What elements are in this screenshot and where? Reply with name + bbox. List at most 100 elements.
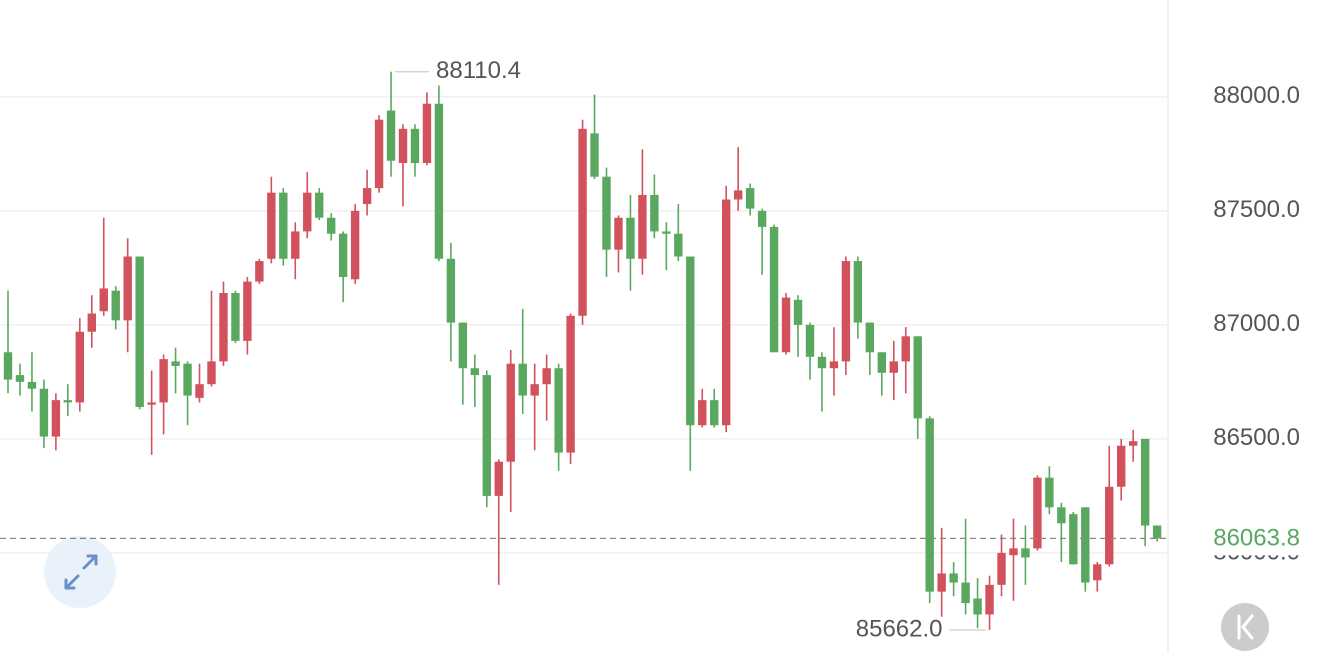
- candle-body: [147, 402, 156, 405]
- kline-button[interactable]: [1221, 603, 1269, 651]
- candle-body: [865, 322, 875, 353]
- candle-body: [291, 231, 300, 259]
- candle-body: [853, 261, 863, 323]
- expand-button[interactable]: [44, 536, 116, 608]
- candle-body: [422, 103, 432, 164]
- candle-body: [231, 292, 240, 341]
- candle-body: [255, 261, 264, 282]
- candle-body: [183, 363, 192, 396]
- candle-body: [973, 598, 982, 615]
- candle-body: [386, 110, 396, 161]
- candle-body: [578, 128, 587, 316]
- y-tick-label: 87500.0: [1213, 196, 1300, 223]
- candle-body: [913, 336, 922, 419]
- candle-body: [1009, 548, 1018, 556]
- y-tick-label: 88000.0: [1213, 82, 1300, 109]
- candle-body: [590, 133, 599, 177]
- kline-circle[interactable]: [1221, 603, 1269, 651]
- candle-body: [243, 281, 252, 341]
- max-label: 88110.4: [436, 57, 521, 84]
- candle-body: [51, 400, 61, 437]
- candle-body: [338, 233, 348, 278]
- candle-body: [1105, 486, 1114, 565]
- candle-body: [1021, 548, 1030, 558]
- candle-body: [99, 288, 108, 312]
- candle-body: [494, 461, 503, 496]
- candle-body: [398, 128, 408, 164]
- candle-body: [362, 188, 372, 205]
- candle-body: [925, 418, 934, 592]
- candle-body: [841, 261, 851, 362]
- candle-body: [75, 331, 85, 403]
- candle-body: [602, 176, 611, 250]
- candle-body: [1081, 507, 1090, 583]
- candle-body: [3, 352, 13, 380]
- candle-body: [63, 400, 73, 403]
- candle-body: [159, 359, 168, 403]
- candle-body: [961, 582, 970, 604]
- candle-body: [781, 297, 791, 353]
- candle-body: [793, 299, 803, 325]
- min-label: 85662.0: [856, 615, 943, 642]
- candle-body: [87, 313, 96, 332]
- candle-body: [15, 375, 25, 382]
- candle-body: [111, 290, 120, 321]
- candle-body: [267, 192, 276, 259]
- candle-body: [650, 194, 659, 232]
- candle-body: [805, 324, 815, 357]
- candle-body: [39, 388, 49, 437]
- candle-body: [542, 368, 551, 385]
- y-tick-label: 86500.0: [1213, 424, 1300, 451]
- candle-body: [1093, 564, 1102, 581]
- candle-body: [1045, 477, 1054, 508]
- expand-icon[interactable]: [64, 554, 98, 590]
- candle-body: [195, 384, 204, 398]
- expand-circle[interactable]: [44, 536, 116, 608]
- candle-body: [997, 552, 1006, 585]
- candle-body: [817, 356, 827, 369]
- candle-body: [1128, 441, 1138, 446]
- candle-body: [638, 194, 647, 259]
- candle-body: [530, 384, 539, 396]
- candle-body: [614, 217, 623, 250]
- candle-body: [901, 336, 910, 362]
- candle-body: [566, 315, 575, 453]
- candle-body: [674, 233, 683, 257]
- candle-body: [350, 210, 360, 280]
- candle-body: [207, 361, 216, 385]
- candle-body: [326, 217, 336, 234]
- candle-body: [27, 381, 37, 389]
- candle-body: [1140, 438, 1150, 526]
- candle-body: [686, 256, 695, 426]
- candle-body: [626, 217, 635, 259]
- candle-body: [877, 352, 887, 373]
- candle-body: [446, 258, 456, 323]
- candle-body: [985, 584, 994, 615]
- candle-body: [698, 400, 707, 426]
- candle-body: [279, 192, 288, 259]
- candle-body: [374, 119, 384, 189]
- candle-body: [219, 292, 228, 362]
- candle-body: [710, 400, 719, 426]
- candle-body: [458, 322, 468, 369]
- candle-body: [315, 192, 324, 218]
- kline-icon[interactable]: [1237, 614, 1254, 640]
- candle-body: [171, 361, 180, 366]
- candle-body: [123, 256, 132, 321]
- candle-body: [662, 231, 671, 234]
- candle-body: [434, 103, 444, 259]
- candle-body: [506, 363, 515, 462]
- candle-body: [745, 188, 755, 209]
- candle-body: [135, 256, 144, 407]
- candle-body: [949, 573, 958, 583]
- candle-body: [470, 368, 480, 376]
- candle-body: [482, 375, 491, 496]
- candle-body: [829, 361, 839, 369]
- candle-body: [554, 368, 563, 453]
- candle-body: [1033, 477, 1042, 549]
- candle-body: [1117, 445, 1126, 487]
- candle-body: [757, 210, 767, 227]
- y-tick-label: 87000.0: [1213, 310, 1300, 337]
- candle-body: [303, 192, 312, 232]
